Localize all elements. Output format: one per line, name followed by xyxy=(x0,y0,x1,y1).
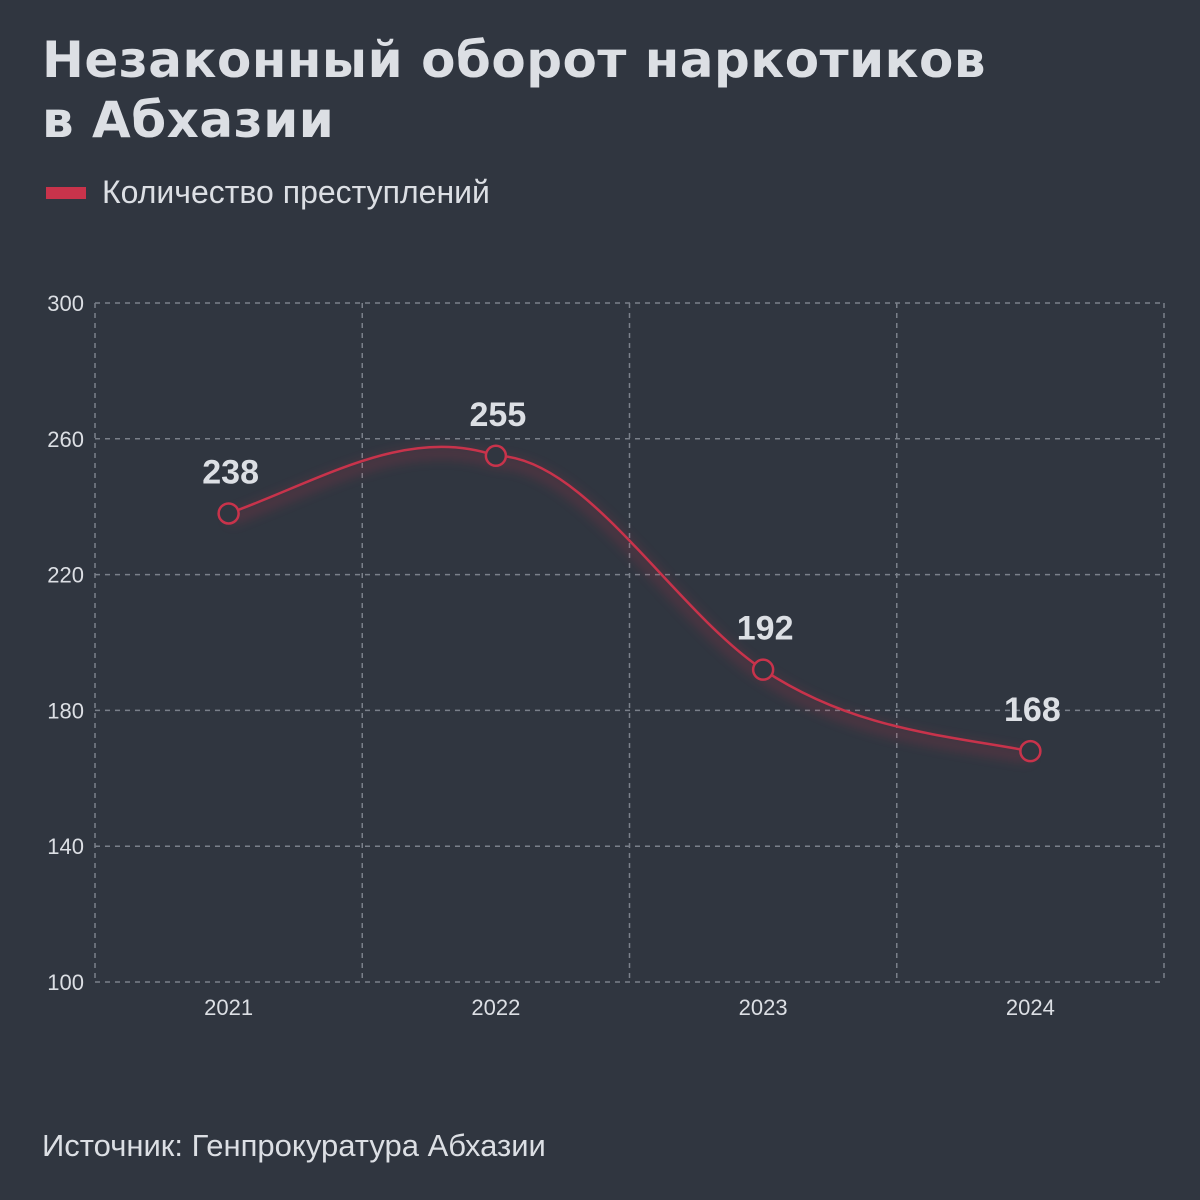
y-tick-label: 220 xyxy=(47,563,84,588)
data-point-marker-icon xyxy=(1019,739,1042,763)
series-line xyxy=(226,445,1032,763)
data-points xyxy=(217,444,1042,763)
y-tick-label: 100 xyxy=(47,970,84,995)
chart-title: Незаконный оборот наркотиков в Абхазии xyxy=(42,30,986,150)
y-tick-label: 140 xyxy=(47,834,84,859)
data-label: 255 xyxy=(470,396,527,434)
legend-label: Количество преступлений xyxy=(102,174,490,210)
y-tick-label: 180 xyxy=(47,698,84,723)
legend-swatch-icon xyxy=(46,186,86,199)
title-line-2: в Абхазии xyxy=(42,91,335,149)
y-tick-label: 300 xyxy=(47,291,84,316)
legend: Количество преступлений xyxy=(46,174,490,211)
data-label: 192 xyxy=(737,610,794,648)
data-point-marker-icon xyxy=(484,444,508,468)
data-labels: 238 255 192 168 xyxy=(202,396,1060,729)
data-point-marker-icon xyxy=(217,502,240,525)
title-line-1: Незаконный оборот наркотиков xyxy=(42,31,987,89)
data-label: 238 xyxy=(202,453,259,491)
line-glow xyxy=(226,447,1032,763)
grid xyxy=(94,302,1165,983)
data-label: 168 xyxy=(1004,691,1061,729)
y-tick-label: 260 xyxy=(47,427,84,452)
x-tick-label: 2021 xyxy=(204,995,253,1020)
x-tick-label: 2023 xyxy=(739,995,788,1020)
y-axis: 100 140 180 220 260 300 xyxy=(47,291,84,995)
x-tick-label: 2024 xyxy=(1006,995,1055,1020)
data-point-marker-icon xyxy=(751,658,775,681)
x-tick-label: 2022 xyxy=(471,995,520,1020)
series-path xyxy=(228,445,1031,753)
source-note: Источник: Генпрокуратура Абхазии xyxy=(42,1128,546,1163)
x-axis: 2021 2022 2023 2024 xyxy=(204,995,1055,1020)
